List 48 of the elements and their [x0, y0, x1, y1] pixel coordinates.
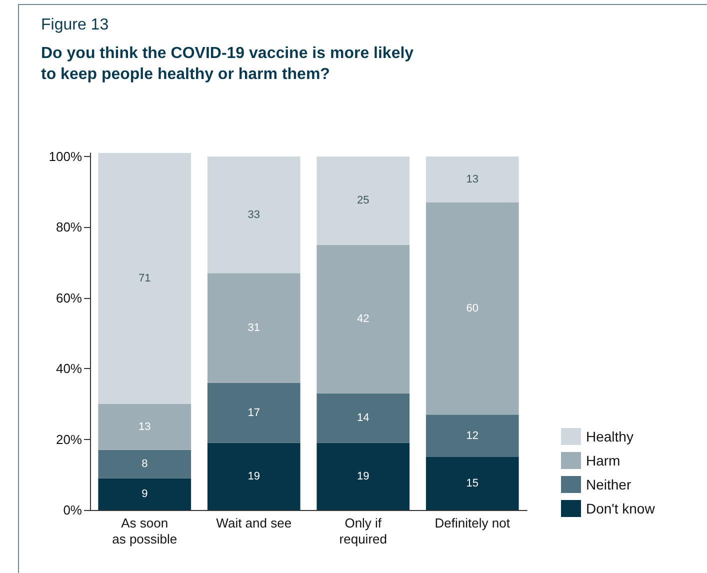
data-label: 42 — [357, 313, 370, 326]
data-label: 60 — [466, 302, 478, 315]
bar — [207, 273, 300, 383]
bar — [426, 456, 519, 510]
data-label: 8 — [142, 458, 148, 470]
bar — [98, 478, 192, 510]
legend-label: Harm — [586, 452, 620, 468]
bar — [98, 404, 192, 450]
bar — [207, 156, 300, 274]
data-label: 25 — [357, 194, 370, 207]
y-tick-label: 100% — [48, 149, 82, 164]
chart-title: Figure 13 — [41, 16, 109, 34]
data-label: 17 — [248, 406, 260, 419]
y-tick-label: 40% — [56, 361, 82, 376]
legend-label: Don't know — [586, 500, 656, 516]
data-label: 13 — [138, 420, 151, 433]
bar — [98, 153, 192, 404]
chart-subtitle: Do you think the COVID-19 vaccine is more likely to keep people healthy or harm them? — [41, 45, 414, 83]
y-tick-label: 60% — [56, 290, 82, 306]
data-label: 33 — [248, 208, 260, 221]
bar — [426, 156, 519, 202]
bar — [426, 202, 519, 415]
data-label: 14 — [357, 412, 370, 424]
data-label: 15 — [466, 477, 478, 490]
data-label: 31 — [248, 322, 260, 334]
data-label: 12 — [466, 430, 478, 442]
data-label: 9 — [142, 488, 148, 500]
data-label: 19 — [248, 470, 260, 482]
bar — [207, 382, 300, 443]
bar — [316, 244, 410, 394]
bar — [316, 442, 410, 510]
bar — [426, 414, 519, 457]
x-tick-label: Wait and see — [216, 516, 292, 530]
legend-label: Neither — [586, 476, 632, 492]
bar — [98, 450, 192, 478]
bar — [316, 393, 410, 443]
legend-label: Healthy — [586, 428, 634, 444]
y-tick-label: 80% — [56, 220, 82, 235]
x-tick-label: Only if required — [339, 516, 387, 546]
y-tick-label: 20% — [56, 432, 82, 447]
data-label: 19 — [357, 470, 370, 482]
bar — [207, 442, 300, 510]
data-label: 71 — [138, 272, 151, 284]
bar — [316, 156, 410, 245]
data-label: 13 — [466, 174, 478, 186]
y-tick-label: 0% — [63, 502, 82, 518]
x-tick-label: As soon as possible — [112, 516, 178, 546]
x-tick-label: Definitely not — [434, 516, 510, 530]
